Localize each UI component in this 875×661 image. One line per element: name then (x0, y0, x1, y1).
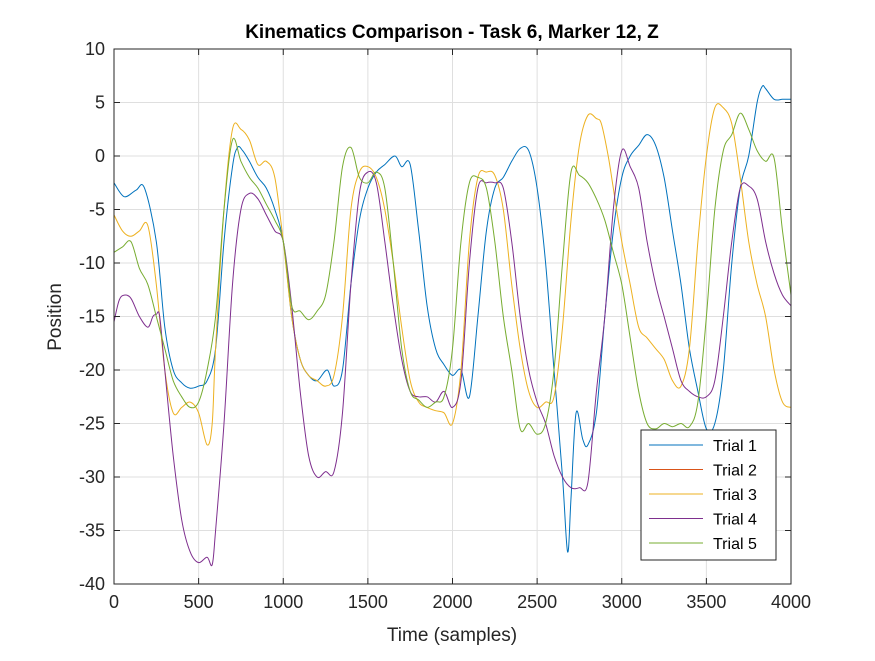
legend-label-trial-2: Trial 2 (713, 463, 757, 480)
y-tick-label: -20 (79, 360, 105, 380)
series-lines (113, 84, 792, 567)
chart-title: Kinematics Comparison - Task 6, Marker 1… (245, 22, 659, 43)
y-axis-label: Position (45, 283, 66, 351)
legend: Trial 1 Trial 2 Trial 3 Trial 4 Trial 5 (640, 429, 777, 561)
series-line-trial-5 (113, 112, 792, 435)
x-tick-label: 4000 (771, 592, 811, 612)
legend-label-trial-1: Trial 1 (713, 438, 757, 455)
legend-label-trial-3: Trial 3 (713, 487, 757, 504)
legend-label-trial-4: Trial 4 (713, 512, 757, 529)
y-tick-label: -40 (79, 574, 105, 594)
x-tick-label: 1000 (263, 592, 303, 612)
legend-box (640, 429, 777, 561)
y-tick-label: -10 (79, 253, 105, 273)
axis-ticks: 0 500 1000 1500 2000 2500 3000 3500 4000 -40 -35 -3… (79, 39, 811, 612)
y-tick-label: -25 (79, 414, 105, 434)
x-tick-label: 0 (109, 592, 119, 612)
x-tick-label: 3500 (686, 592, 726, 612)
x-tick-label: 2500 (517, 592, 557, 612)
y-tick-label: -5 (89, 200, 105, 220)
y-tick-label: 0 (95, 146, 105, 166)
x-axis-label: Time (samples) (387, 625, 517, 646)
x-tick-label: 1500 (348, 592, 388, 612)
x-tick-label: 2000 (432, 592, 472, 612)
y-tick-label: 5 (95, 93, 105, 113)
y-tick-label: -30 (79, 467, 105, 487)
y-tick-label: -35 (79, 521, 105, 541)
legend-label-trial-5: Trial 5 (713, 536, 757, 553)
y-tick-label: 10 (85, 39, 105, 59)
y-tick-label: -15 (79, 307, 105, 327)
x-tick-label: 3000 (602, 592, 642, 612)
x-tick-label: 500 (184, 592, 214, 612)
series-line-trial-4 (113, 148, 792, 567)
